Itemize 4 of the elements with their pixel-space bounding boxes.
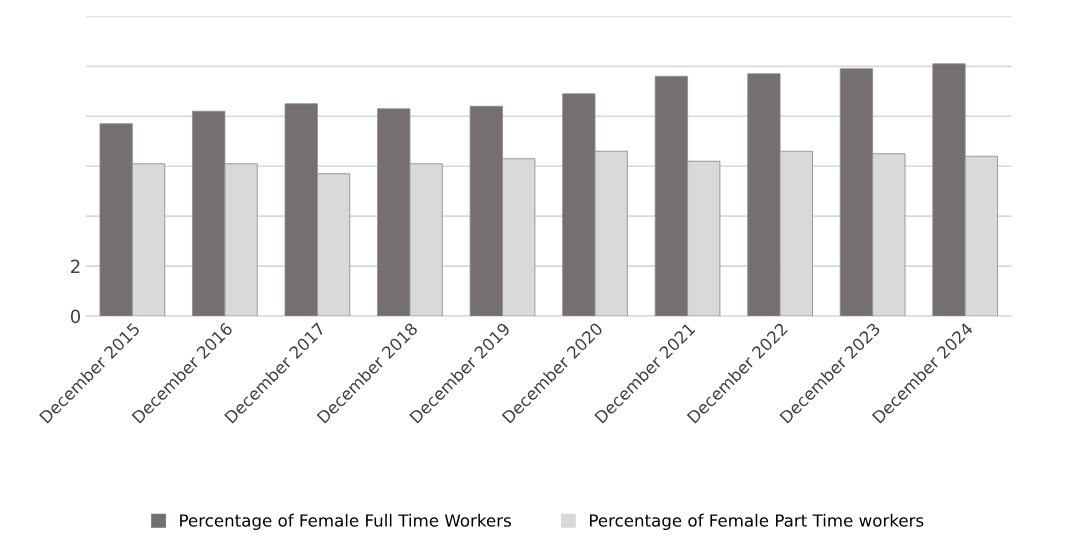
legend-label: Percentage of Female Part Time workers [590,513,924,530]
y-tick-label: 2 [71,259,80,273]
y-tick-label: 0 [70,309,81,324]
legend-label: Percentage of Female Full Time Workers [180,513,511,530]
